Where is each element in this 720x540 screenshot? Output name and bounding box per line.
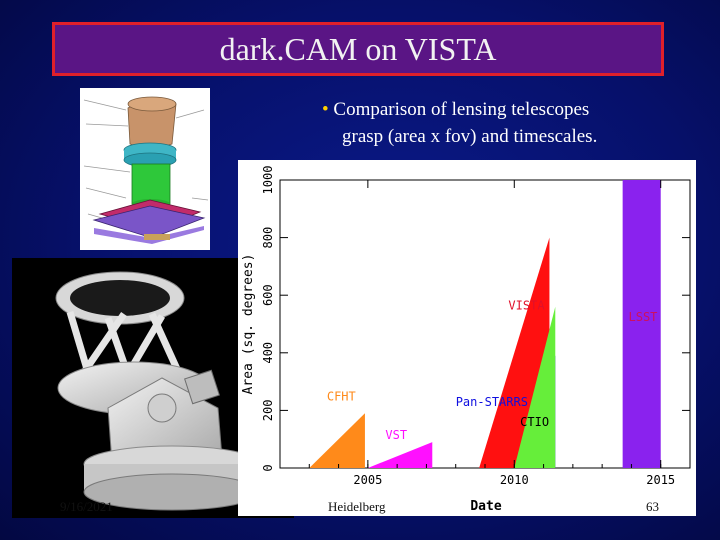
footer-venue: Heidelberg (328, 499, 386, 514)
label-vst: VST (385, 428, 407, 442)
bullet-line-1-text: Comparison of lensing telescopes (333, 99, 590, 120)
slide-title-box: dark.CAM on VISTA (52, 22, 664, 76)
x-axis-label: Date (470, 499, 501, 514)
series-cfht (309, 413, 365, 468)
y-tick-label: 200 (261, 400, 275, 422)
label-lsst: LSST (629, 310, 658, 324)
series-vst (367, 442, 433, 468)
y-tick-label: 800 (261, 227, 275, 249)
slide-title: dark.CAM on VISTA (219, 30, 497, 67)
bullet-line-2: grasp (area x fov) and timescales. (342, 126, 598, 147)
y-axis-label: Area (sq. degrees) (241, 254, 256, 395)
y-tick-label: 1000 (261, 166, 275, 195)
label-vista: VISTA (508, 299, 545, 313)
x-tick-label: 2015 (646, 473, 675, 487)
grasp-chart: CFHT VST Pan-STARRS VISTA CTIO LSST 2005 2010 20… (238, 160, 696, 516)
y-tick-label: 0 (261, 464, 275, 471)
y-tick-label: 400 (261, 342, 275, 364)
label-pan-starrs: Pan-STARRS (456, 395, 528, 409)
label-ctio: CTIO (520, 415, 549, 429)
series-lsst (622, 180, 661, 468)
bullet-line-1: • Comparison of lensing telescopes (322, 96, 597, 123)
x-tick-label: 2010 (500, 473, 529, 487)
vista-telescope-image (12, 258, 294, 518)
y-tick-label: 600 (261, 284, 275, 306)
footer-date: 9/16/2021 (60, 499, 113, 514)
footer-page-number: 63 (646, 499, 659, 514)
x-tick-label: 2005 (353, 473, 382, 487)
bullet-marker: • (322, 99, 329, 120)
dark-cam-image (80, 88, 210, 250)
bullet-text: • Comparison of lensing telescopes grasp… (322, 96, 597, 150)
label-cfht: CFHT (327, 389, 356, 403)
